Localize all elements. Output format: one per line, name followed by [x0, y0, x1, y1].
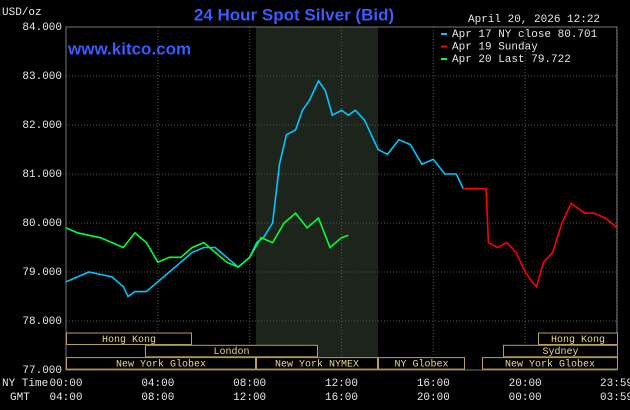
y-tick-label: 78.000: [22, 316, 62, 328]
y-tick-label: 84.000: [22, 22, 62, 34]
x2-tick-label: 04:00: [49, 392, 82, 404]
session-label: New York NYMEX: [275, 359, 359, 371]
session-shade: [256, 27, 378, 370]
legend-label: Apr 17 NY close 80.701: [452, 29, 598, 41]
unit-label: USD/oz: [2, 7, 42, 19]
x-tick-label: 20:00: [509, 378, 542, 390]
x2-tick-label: 03:59: [600, 392, 630, 404]
session-label: New York Globex: [116, 359, 206, 371]
session-bar: [482, 357, 618, 370]
x-tick-label: 23:59: [600, 378, 630, 390]
plot-frame: [65, 26, 618, 371]
chart-title: 24 Hour Spot Silver (Bid): [194, 5, 394, 24]
session-bar: [503, 344, 618, 358]
session-label: Sydney: [542, 346, 578, 358]
x2-tick-label: 20:00: [417, 392, 450, 404]
session-label: London: [213, 346, 249, 358]
x-tick-label: 00:00: [49, 378, 82, 390]
session-label: New York Globex: [505, 359, 595, 371]
series-line: [65, 212, 349, 269]
session-bar: [256, 357, 378, 370]
y-tick-label: 79.000: [22, 267, 62, 279]
session-bar: [66, 332, 192, 345]
x-row-label: NY Time: [2, 378, 48, 390]
x2-row-label: GMT: [10, 392, 30, 404]
watermark: www.kitco.com: [67, 39, 191, 58]
session-bar: [378, 357, 465, 370]
session-bar: [145, 344, 318, 358]
x-tick-label: 16:00: [417, 378, 450, 390]
y-tick-label: 77.000: [22, 365, 62, 377]
x2-tick-label: 08:00: [141, 392, 174, 404]
session-bar: [66, 357, 256, 370]
x2-tick-label: 12:00: [233, 392, 266, 404]
timestamp: April 20, 2026 12:22: [468, 14, 600, 26]
x-tick-label: 04:00: [141, 378, 174, 390]
y-tick-label: 81.000: [22, 169, 62, 181]
y-tick-label: 83.000: [22, 71, 62, 83]
x2-tick-label: 00:00: [509, 392, 542, 404]
x-tick-label: 08:00: [233, 378, 266, 390]
session-label: Hong Kong: [102, 335, 156, 346]
series-line: [463, 187, 618, 289]
session-label: Hong Kong: [551, 335, 605, 346]
session-label: NY Globex: [394, 359, 448, 371]
x2-tick-label: 16:00: [325, 392, 358, 404]
legend-label: Apr 19 Sunday: [452, 41, 538, 53]
session-bar: [538, 332, 618, 345]
y-tick-label: 80.000: [22, 218, 62, 230]
x-tick-label: 12:00: [325, 378, 358, 390]
series-line: [65, 79, 464, 298]
y-tick-label: 82.000: [22, 120, 62, 132]
legend-label: Apr 20 Last 79.722: [452, 54, 571, 66]
